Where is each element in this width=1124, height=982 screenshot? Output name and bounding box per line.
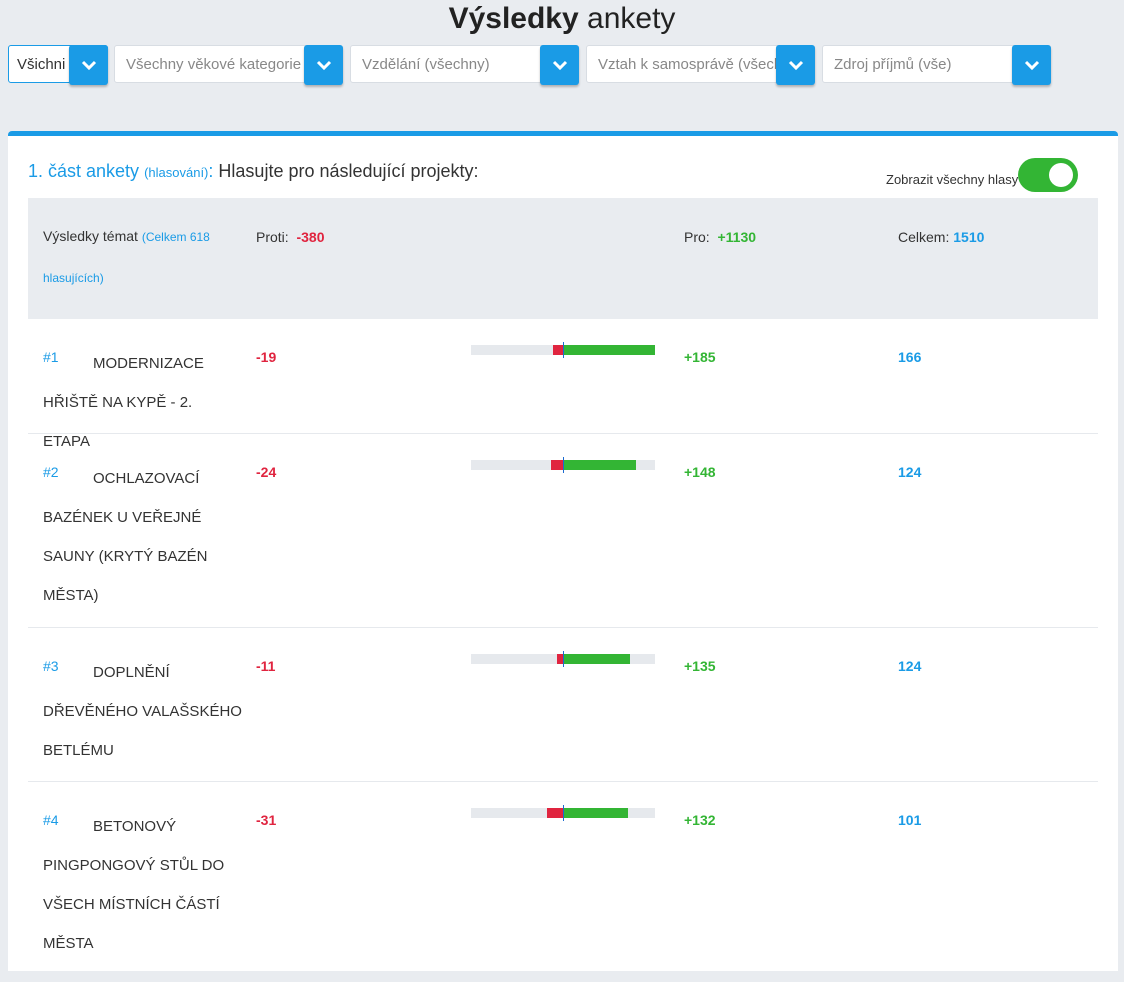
- gender-select[interactable]: Všichni: [8, 45, 108, 85]
- results-heading: Výsledky témat (Celkem 618 hlasujících): [43, 228, 210, 285]
- vote-bar-axis: [563, 651, 564, 667]
- age-select-value: Všechny věkové kategorie: [126, 56, 302, 73]
- toggle-knob: [1049, 163, 1073, 187]
- vote-bar-axis: [563, 342, 564, 358]
- item-against: -11: [256, 658, 276, 674]
- item-rank: #3: [43, 658, 59, 674]
- table-row: #4 BETONOVÝ PINGPONGOVÝ STŮL DO VŠECH MÍ…: [28, 782, 1098, 982]
- section-heading: 1. část ankety (hlasování): Hlasujte pro…: [28, 161, 479, 181]
- item-rank: #4: [43, 812, 59, 828]
- vote-bar: [471, 342, 655, 358]
- government-relation-select[interactable]: Vztah k samosprávě (všechny): [586, 45, 815, 85]
- item-for: +148: [684, 464, 716, 480]
- chevron-down-icon[interactable]: [1012, 45, 1051, 85]
- item-rank: #2: [43, 464, 59, 480]
- item-name: OCHLAZOVACÍ BAZÉNEK U VEŘEJNÉ SAUNY (KRY…: [43, 470, 208, 604]
- vote-bar-for: [563, 345, 655, 355]
- page-title: Výsledky ankety: [448, 2, 676, 35]
- item-against: -19: [256, 349, 277, 365]
- gender-select-value: Všichni: [17, 56, 66, 73]
- income-source-select-value: Zdroj příjmů (vše): [834, 56, 952, 73]
- age-select[interactable]: Všechny věkové kategorie: [114, 45, 343, 85]
- item-for: +132: [684, 812, 716, 828]
- item-name: DOPLNĚNÍ DŘEVĚNÉHO VALAŠSKÉHO BETLÉMU: [43, 664, 242, 759]
- show-all-votes-label: Zobrazit všechny hlasy: [886, 172, 1019, 187]
- total-header: Celkem: 1510: [898, 229, 985, 245]
- item-name: BETONOVÝ PINGPONGOVÝ STŮL DO VŠECH MÍSTN…: [43, 818, 225, 952]
- chevron-down-icon[interactable]: [304, 45, 343, 85]
- education-select[interactable]: Vzdělání (všechny): [350, 45, 579, 85]
- vote-bar-against: [551, 460, 563, 470]
- chevron-down-icon[interactable]: [776, 45, 815, 85]
- vote-bar-against: [547, 808, 563, 818]
- item-total: 166: [898, 349, 922, 365]
- vote-bar: [471, 805, 655, 821]
- item-total: 124: [898, 658, 922, 674]
- vote-bar-against: [553, 345, 563, 355]
- item-against: -24: [256, 464, 277, 480]
- item-name: MODERNIZACE HŘIŠTĚ NA KYPĚ - 2. ETAPA: [43, 355, 204, 450]
- vote-bar-axis: [563, 805, 564, 821]
- item-total: 124: [898, 464, 922, 480]
- results-panel: 1. část ankety (hlasování): Hlasujte pro…: [8, 131, 1118, 971]
- vote-bar: [471, 651, 655, 667]
- chevron-down-icon[interactable]: [540, 45, 579, 85]
- item-rank: #1: [43, 349, 59, 365]
- item-for: +185: [684, 349, 716, 365]
- vote-bar-for: [563, 460, 636, 470]
- table-row: #3 DOPLNĚNÍ DŘEVĚNÉHO VALAŠSKÉHO BETLÉMU…: [28, 628, 1098, 782]
- chevron-down-icon[interactable]: [69, 45, 108, 85]
- show-all-votes-toggle[interactable]: [1018, 158, 1078, 192]
- vote-bar: [471, 457, 655, 473]
- vote-bar-for: [563, 654, 630, 664]
- vote-bar-against: [557, 654, 563, 664]
- vote-bar-axis: [563, 457, 564, 473]
- item-total: 101: [898, 812, 922, 828]
- table-row: #1 MODERNIZACE HŘIŠTĚ NA KYPĚ - 2. ETAPA…: [28, 319, 1098, 450]
- against-header: Proti: -380: [256, 229, 325, 245]
- vote-bar-for: [563, 808, 628, 818]
- item-against: -31: [256, 812, 277, 828]
- item-for: +135: [684, 658, 716, 674]
- government-relation-select-value: Vztah k samosprávě (všechny): [598, 56, 776, 73]
- for-header: Pro: +1130: [684, 229, 757, 245]
- income-source-select[interactable]: Zdroj příjmů (vše): [822, 45, 1051, 85]
- table-row: #2 OCHLAZOVACÍ BAZÉNEK U VEŘEJNÉ SAUNY (…: [28, 434, 1098, 628]
- education-select-value: Vzdělání (všechny): [362, 56, 490, 73]
- table-header: Výsledky témat (Celkem 618 hlasujících) …: [28, 198, 1098, 319]
